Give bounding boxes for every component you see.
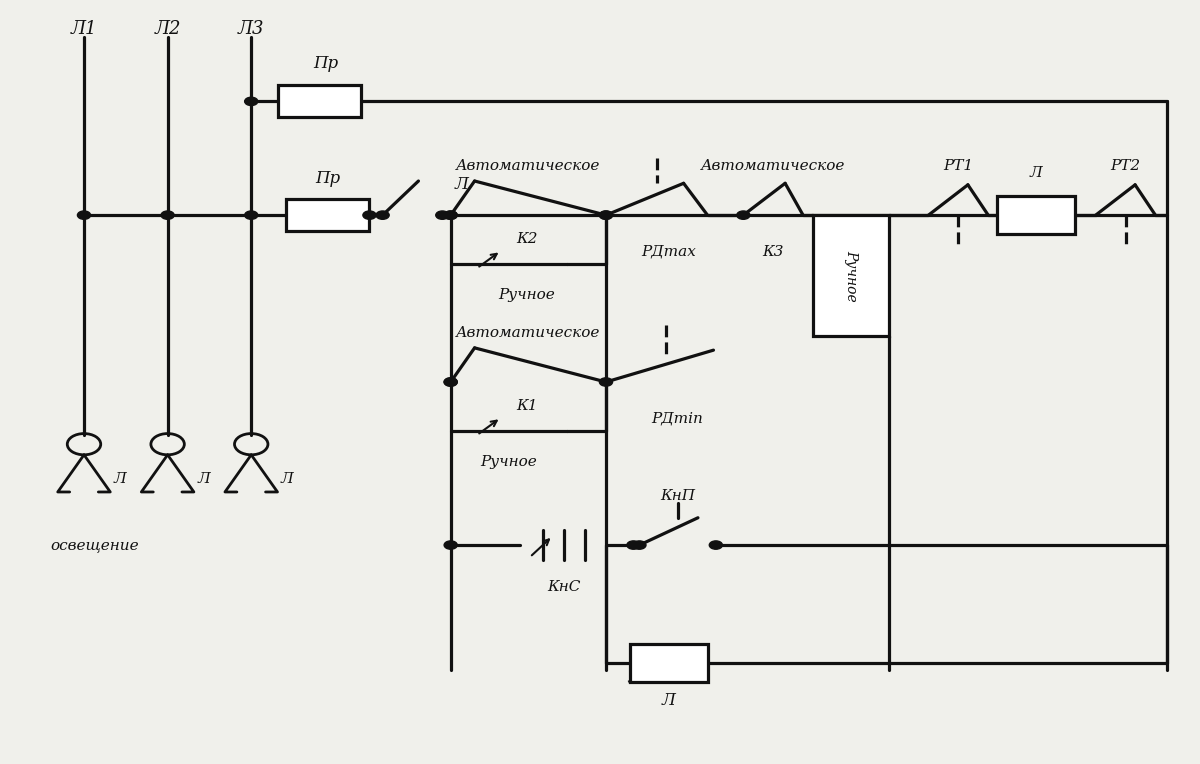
Circle shape [436,211,449,219]
Text: КнС: КнС [547,580,581,594]
Text: Автоматическое: Автоматическое [701,159,845,173]
Bar [630,643,708,681]
Text: Л: Л [198,472,210,486]
Text: освещение: освещение [50,538,139,552]
Circle shape [600,378,612,386]
Circle shape [626,541,640,549]
Bar [277,86,361,118]
Text: Л: Л [1030,167,1043,180]
Text: Л: Л [455,176,468,193]
Bar [812,215,889,336]
Text: К3: К3 [762,244,784,258]
Text: РТ1: РТ1 [943,159,973,173]
Circle shape [444,211,457,219]
Circle shape [737,211,750,219]
Text: Л3: Л3 [238,21,264,38]
Circle shape [161,211,174,219]
Circle shape [600,211,612,219]
Circle shape [245,211,258,219]
Circle shape [444,378,457,386]
Text: Пр: Пр [313,55,338,72]
Text: Пр: Пр [316,170,341,187]
Text: Ручное: Ручное [498,288,554,302]
Text: К1: К1 [516,400,538,413]
Circle shape [632,541,646,549]
Circle shape [709,541,722,549]
Circle shape [376,211,389,219]
Text: Л: Л [661,692,676,709]
Circle shape [444,541,457,549]
Text: Л: Л [281,472,294,486]
Text: Л: Л [114,472,127,486]
Circle shape [362,211,376,219]
Bar [997,196,1075,234]
Circle shape [600,211,612,219]
Text: РТ2: РТ2 [1110,159,1141,173]
Text: Автоматическое: Автоматическое [456,325,600,340]
Circle shape [444,211,457,219]
Text: РДmax: РДmax [641,244,696,258]
Circle shape [78,211,90,219]
Text: Автоматическое: Автоматическое [456,159,600,173]
Text: Ручное: Ручное [480,455,538,468]
Text: Л1: Л1 [71,21,97,38]
Circle shape [245,97,258,105]
Bar [286,199,370,231]
Text: Ручное: Ручное [844,250,858,302]
Text: КнП: КнП [660,489,695,503]
Text: К2: К2 [516,232,538,247]
Text: Л2: Л2 [155,21,181,38]
Circle shape [444,378,457,386]
Text: РДmin: РДmin [652,411,703,426]
